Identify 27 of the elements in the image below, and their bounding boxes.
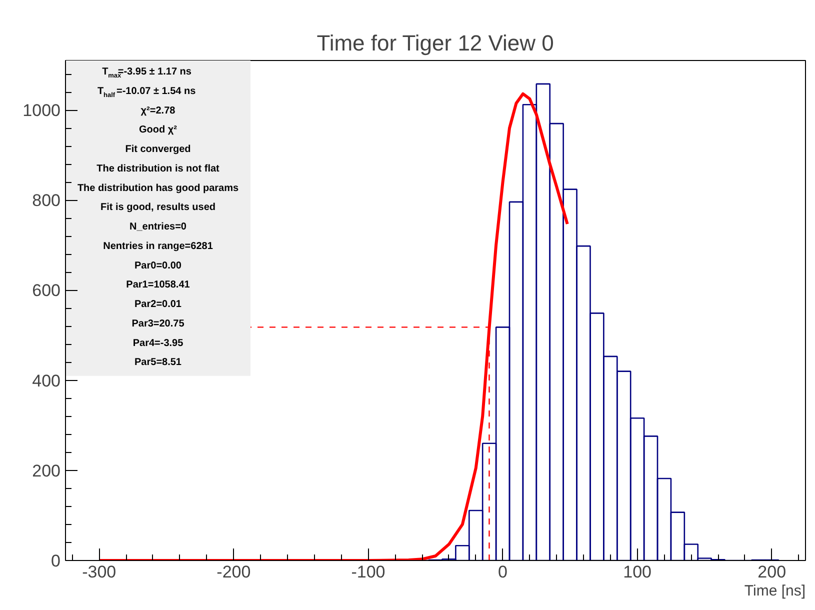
x-tick-label: -300	[82, 562, 116, 582]
x-axis-title: Time [ns]	[744, 582, 806, 600]
annotation: The distribution is not flat	[96, 163, 220, 174]
annotation: Par2=0.01	[134, 299, 182, 310]
annotation: Par3=20.75	[132, 318, 185, 330]
annotation: The distribution has good params	[77, 182, 239, 194]
x-tick-label: -100	[351, 562, 386, 582]
y-tick-label: 200	[32, 461, 61, 480]
annotation: Good χ²	[139, 124, 178, 136]
annotation: Par4=-3.95	[132, 338, 184, 349]
x-tick-label: 100	[623, 562, 652, 582]
y-tick-label: 800	[32, 191, 61, 210]
annotation: Par5=8.51	[134, 357, 182, 368]
annotation: Fit converged	[125, 144, 191, 156]
annotation: Par1=1058.41	[126, 280, 190, 291]
x-tick-label: 200	[758, 562, 786, 582]
chart-title: Time for Tiger 12 View 0	[316, 30, 554, 56]
annotation: N_entries=0	[130, 222, 187, 233]
y-tick-label: 1000	[22, 101, 61, 120]
annotation: Par0=0.00	[134, 260, 182, 272]
x-tick-label: -200	[216, 562, 251, 582]
annotation: Fit is good, results used	[100, 202, 216, 214]
y-tick-label: 600	[32, 281, 61, 300]
annotation: χ²=2.78	[140, 105, 176, 116]
y-tick-label: 400	[32, 371, 61, 390]
x-tick-label: 0	[498, 562, 508, 582]
annotation: Nentries in range=6281	[103, 240, 214, 252]
